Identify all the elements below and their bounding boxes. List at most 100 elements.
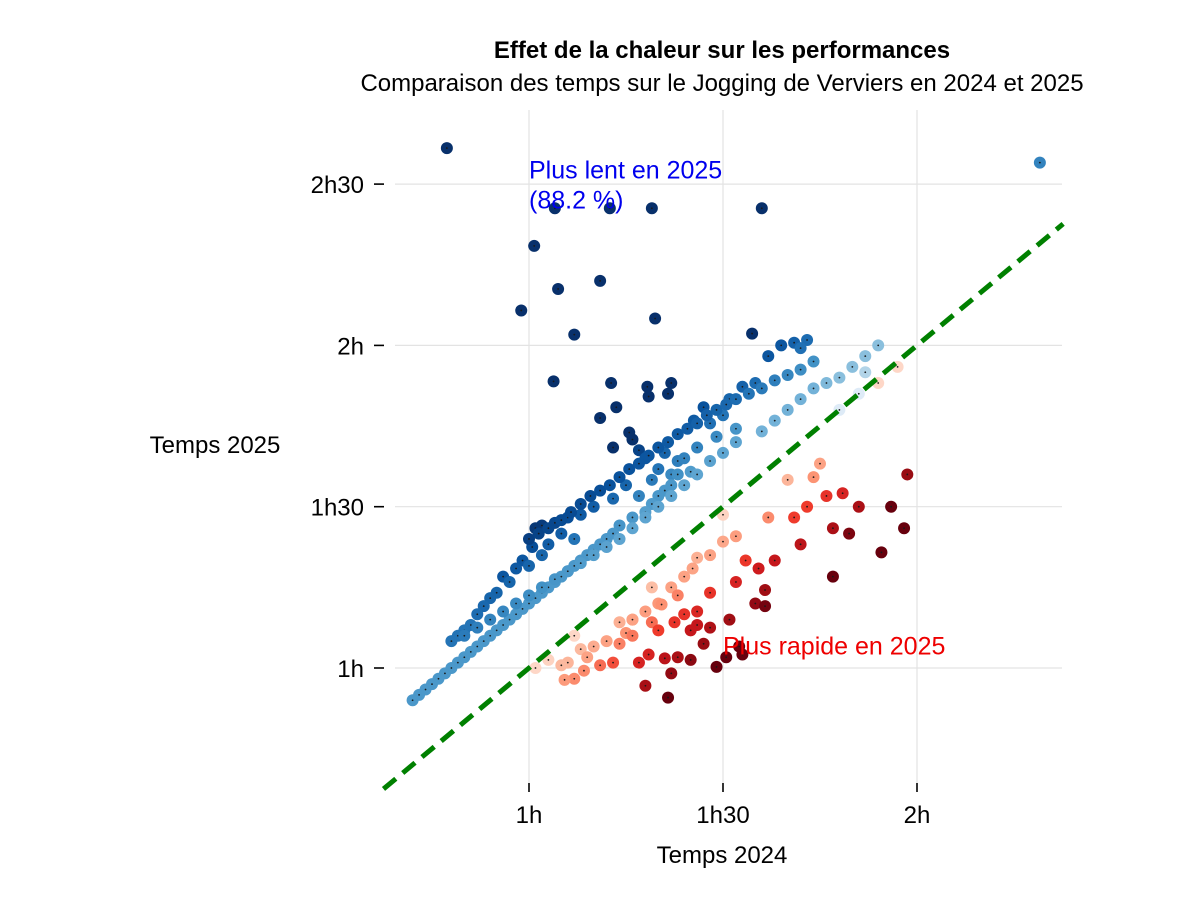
annotation-text: Plus rapide en 2025 <box>723 633 945 661</box>
scatter-point-center <box>450 667 453 669</box>
scatter-point-center <box>537 532 540 535</box>
scatter-point-center <box>741 653 744 656</box>
scatter-point-center <box>638 462 640 465</box>
scatter-point-center <box>715 666 718 668</box>
scatter-point-center <box>599 279 602 282</box>
scatter-point-center <box>618 621 621 624</box>
scatter-point-center <box>767 355 770 358</box>
scatter-point-center <box>489 634 492 637</box>
scatter-point-center <box>647 653 650 656</box>
scatter-point-center <box>670 382 673 384</box>
scatter-point-center <box>476 645 479 648</box>
scatter-point-center <box>599 417 602 419</box>
scatter-point-center <box>605 538 608 540</box>
scatter-point-center <box>890 505 893 508</box>
scatter-point-center <box>592 645 595 648</box>
scatter-point-center <box>534 667 537 669</box>
scatter-point-center <box>702 642 705 645</box>
chart-title: Effet de la chaleur sur les performances <box>494 37 950 64</box>
scatter-point-center <box>696 556 699 559</box>
scatter-point-center <box>673 621 676 624</box>
scatter-point-center <box>631 527 634 530</box>
scatter-point-center <box>638 449 640 452</box>
scatter-point-center <box>547 527 550 530</box>
scatter-point-center <box>560 664 563 667</box>
scatter-point-center <box>722 452 724 454</box>
scatter-point-center <box>647 395 650 398</box>
scatter-point-center <box>689 470 692 473</box>
scatter-point-center <box>482 640 485 643</box>
scatter-point-center <box>715 409 718 411</box>
scatter-point-center <box>541 554 543 556</box>
annotations: Plus lent en 2025(88.2 %) Plus rapide en … <box>529 157 945 661</box>
scatter-point-center <box>877 344 880 347</box>
scatter-point-center <box>444 672 446 675</box>
scatter-point-center <box>799 347 802 349</box>
scatter-point-center <box>705 414 708 417</box>
scatter-point-center <box>638 495 640 497</box>
scatter-point-center <box>657 495 660 497</box>
scatter-point-center <box>667 392 669 395</box>
scatter-point-center <box>583 669 585 672</box>
scatter-point-center <box>618 642 621 645</box>
y-tick-label: 1h30 <box>311 495 364 522</box>
scatter-point-center <box>764 589 766 591</box>
scatter-point-center <box>599 543 602 546</box>
scatter-point-center <box>650 478 653 481</box>
scatter-point-center <box>896 366 899 368</box>
scatter-point-center <box>557 288 559 290</box>
scatter-point-center <box>841 492 844 495</box>
scatter-point-center <box>725 403 728 406</box>
scatter-point-center <box>631 618 634 621</box>
scatter-point-center <box>709 554 711 556</box>
scatter-point-center <box>553 207 556 210</box>
scatter-point-center <box>663 452 666 454</box>
scatter-point-center <box>825 495 828 497</box>
scatter-point-center <box>541 524 543 527</box>
scatter-point-center <box>857 505 860 508</box>
chart-subtitle: Comparaison des temps sur le Jogging de … <box>360 70 1083 97</box>
scatter-point-center <box>515 567 517 570</box>
scatter-point-center <box>670 672 673 675</box>
scatter-point-center <box>508 581 511 583</box>
scatter-point-center <box>547 543 550 546</box>
scatter-point-center <box>618 476 621 479</box>
scatter-point-center <box>618 524 621 527</box>
scatter-point-center <box>520 309 523 312</box>
scatter-point-center <box>838 409 841 411</box>
scatter-point-center <box>657 446 660 449</box>
scatter-point-center <box>670 495 673 497</box>
scatter-point-center <box>547 586 550 589</box>
scatter-point-center <box>625 484 627 487</box>
scatter-point-center <box>469 624 472 626</box>
scatter-point-center <box>573 538 576 540</box>
scatter-point-center <box>531 546 534 548</box>
scatter-point-center <box>579 513 582 516</box>
scatter-point-center <box>670 473 673 476</box>
scatter-point-center <box>760 430 763 433</box>
scatter-point-center <box>670 484 673 487</box>
scatter-point-center <box>744 559 747 562</box>
scatter-point-center <box>495 591 498 594</box>
scatter-point-center <box>667 696 669 699</box>
scatter-point-center <box>579 648 582 651</box>
scatter-point-center <box>650 586 653 589</box>
scatter-point-center <box>615 406 618 409</box>
scatter-point-center <box>592 505 595 508</box>
scatter-point-center <box>612 497 614 500</box>
scatter-point-center <box>864 355 867 358</box>
scatter-point-center <box>650 207 653 210</box>
scatter-point-center <box>676 473 679 476</box>
scatter-point-center <box>691 567 694 570</box>
scatter-point-center <box>566 570 569 573</box>
scatter-point-center <box>566 661 569 664</box>
scatter-point-center <box>689 659 692 661</box>
scatter-point-center <box>793 516 796 519</box>
scatter-point-center <box>702 406 705 409</box>
scatter-point-center <box>676 594 679 597</box>
scatter-point-center <box>628 431 631 434</box>
scatter-point-center <box>628 468 631 470</box>
scatter-point-center <box>903 527 905 530</box>
scatter-point-center <box>735 398 737 401</box>
scatter-point-center <box>848 532 850 535</box>
